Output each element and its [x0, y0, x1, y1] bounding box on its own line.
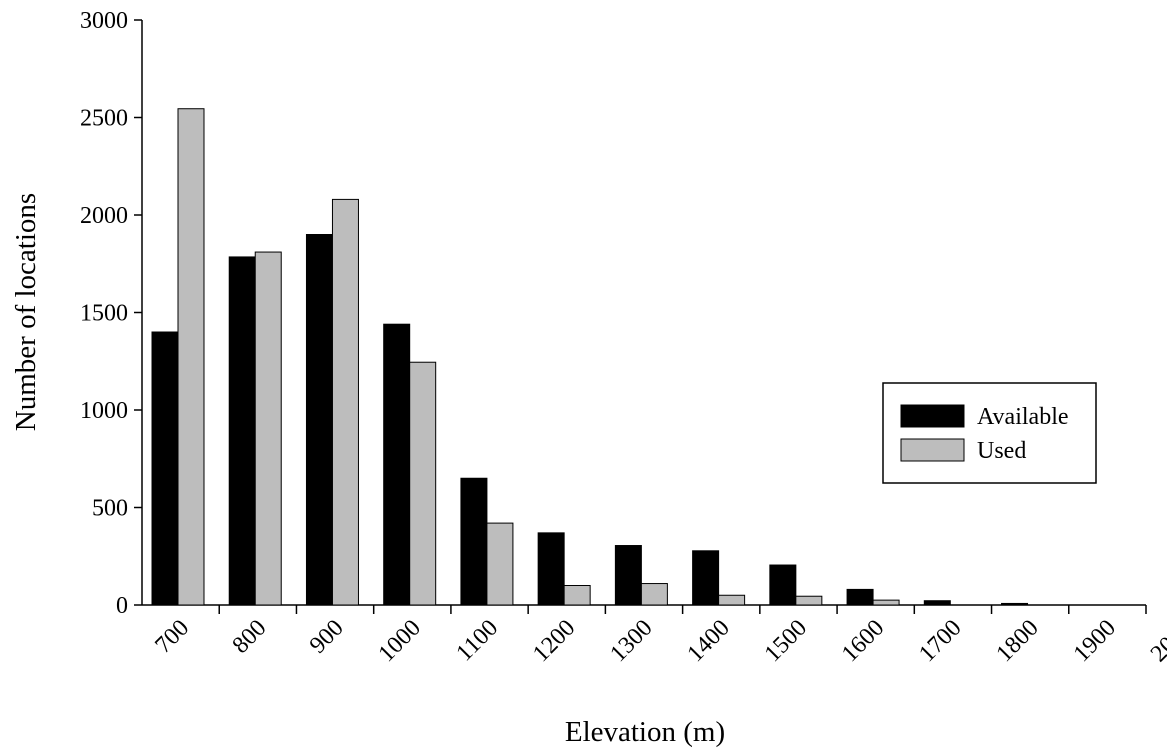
bar-used-900 [331, 198, 359, 606]
x-tick-label: 1100 [451, 615, 503, 667]
bar-available-700 [151, 331, 179, 606]
bar-available-1800 [1001, 602, 1029, 606]
bar-available-1500 [769, 564, 797, 606]
y-tick-label: 1500 [80, 301, 128, 327]
x-axis: 700 800 900 1000 1100 1200 1300 1400 1500 1600 170… [142, 604, 1167, 667]
x-tick-label: 1300 [605, 615, 657, 667]
y-tick-label: 1000 [80, 398, 128, 424]
bar-used-1400 [718, 594, 746, 606]
legend: Available Used [882, 382, 1097, 484]
bar-available-1300 [614, 545, 642, 606]
bar-available-1200 [537, 532, 565, 606]
bar-used-1500 [795, 595, 823, 606]
x-axis-title: Elevation (m) [565, 716, 725, 748]
bar-available-1700 [923, 600, 951, 606]
bar-used-1600 [872, 599, 900, 606]
bar-available-1100 [460, 477, 488, 606]
bar-available-900 [305, 234, 333, 606]
bar-available-1000 [383, 323, 411, 606]
x-tick-label: 1200 [528, 615, 580, 667]
y-tick-label: 500 [92, 496, 128, 522]
legend-label-used: Used [977, 438, 1026, 464]
bar-available-800 [228, 256, 256, 606]
y-tick-label: 0 [116, 593, 128, 619]
bars [151, 108, 1029, 606]
legend-label-available: Available [977, 404, 1069, 430]
x-tick-label: 900 [305, 615, 349, 659]
y-axis-title: Number of locations [10, 193, 42, 431]
bar-available-1600 [846, 588, 874, 606]
y-tick-label: 2500 [80, 106, 128, 132]
bar-used-700 [177, 108, 205, 606]
legend-box [882, 382, 1097, 484]
bar-used-800 [254, 251, 282, 606]
x-tick-label: 1600 [837, 615, 889, 667]
bar-used-1100 [486, 522, 514, 606]
legend-swatch-used [900, 438, 965, 462]
x-tick-label: 2000 [1146, 615, 1167, 667]
y-tick-label: 2000 [80, 203, 128, 229]
x-tick-label: 1800 [991, 615, 1043, 667]
x-tick-label: 1900 [1069, 615, 1121, 667]
x-tick-label: 800 [228, 615, 272, 659]
bar-used-1300 [640, 583, 668, 606]
x-tick-label: 1000 [374, 615, 426, 667]
y-axis: 0 500 1000 1500 2000 2500 3000 [80, 8, 143, 619]
x-tick-label: 1400 [683, 615, 735, 667]
x-tick-label: 700 [150, 615, 194, 659]
bar-used-1000 [409, 361, 437, 606]
legend-swatch-available [900, 404, 965, 428]
x-tick-label: 1700 [914, 615, 966, 667]
x-tick-label: 1500 [760, 615, 812, 667]
y-tick-label: 3000 [80, 8, 128, 34]
bar-available-1400 [692, 550, 720, 606]
bar-used-1200 [563, 585, 591, 606]
